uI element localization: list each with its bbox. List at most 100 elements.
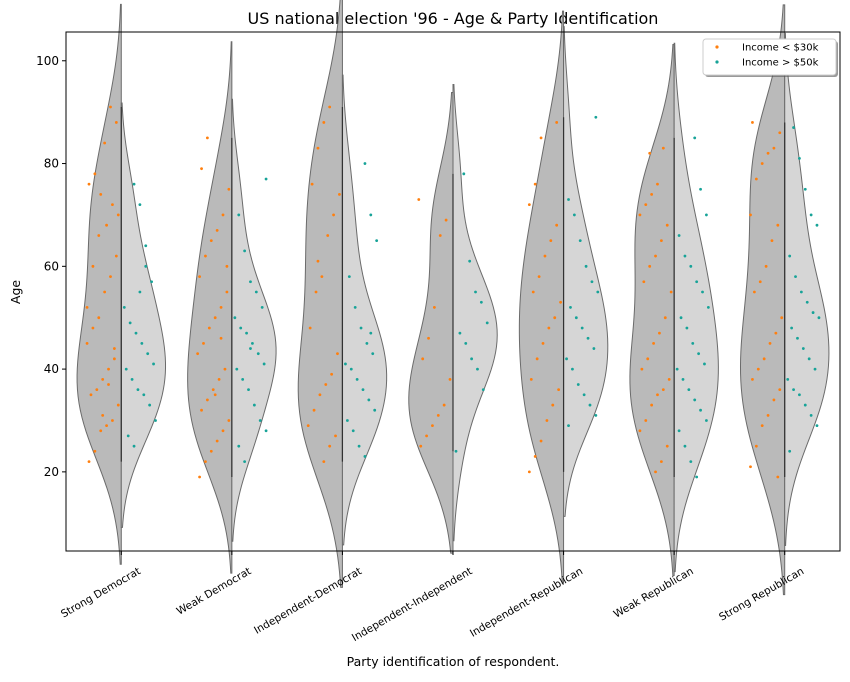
data-point — [367, 398, 371, 402]
data-point — [813, 367, 817, 371]
data-point — [112, 357, 116, 361]
data-point — [685, 326, 689, 330]
data-point — [314, 290, 318, 294]
data-point — [258, 419, 262, 422]
data-point — [101, 377, 105, 381]
data-point — [144, 264, 148, 268]
data-point — [661, 388, 665, 392]
data-point — [659, 239, 663, 243]
data-point — [776, 223, 780, 227]
data-point — [87, 182, 91, 186]
data-point — [539, 136, 543, 140]
data-point — [551, 403, 555, 407]
data-point — [111, 419, 114, 422]
data-point — [310, 182, 314, 186]
data-point — [200, 167, 203, 171]
data-point — [109, 105, 112, 109]
data-point — [584, 264, 588, 268]
data-point — [663, 316, 667, 320]
violin-half — [518, 10, 565, 584]
data-point — [375, 239, 379, 243]
data-point — [138, 290, 142, 294]
data-point — [233, 316, 237, 320]
data-point — [99, 429, 103, 433]
data-point — [344, 362, 347, 366]
data-point — [95, 388, 99, 392]
data-point — [529, 377, 533, 381]
violins — [76, 0, 830, 596]
data-point — [251, 342, 254, 345]
data-point — [751, 377, 754, 381]
data-point — [241, 377, 245, 381]
data-point — [148, 403, 152, 407]
data-point — [760, 162, 764, 165]
data-point — [531, 290, 535, 294]
data-point — [699, 187, 702, 191]
data-point — [574, 316, 578, 320]
data-point — [85, 306, 89, 309]
data-point — [93, 449, 97, 453]
data-point — [693, 136, 697, 140]
data-point — [101, 413, 105, 417]
data-point — [749, 465, 752, 469]
data-point — [200, 408, 203, 412]
data-point — [237, 213, 241, 217]
data-point — [357, 444, 361, 448]
data-point — [772, 146, 776, 150]
data-point — [533, 455, 537, 458]
data-point — [105, 223, 108, 227]
data-point — [766, 413, 770, 417]
data-point — [768, 342, 772, 345]
data-point — [347, 275, 351, 278]
data-point — [97, 316, 101, 320]
violin-half — [739, 4, 786, 596]
data-point — [198, 275, 201, 278]
data-point — [580, 326, 584, 330]
data-point — [262, 362, 266, 366]
data-point — [260, 306, 264, 309]
data-point — [204, 460, 207, 463]
data-point — [801, 347, 805, 350]
data-point — [239, 326, 243, 330]
data-point — [677, 429, 681, 433]
y-tick-label: 20 — [44, 465, 59, 479]
data-point — [555, 121, 559, 124]
data-point — [432, 306, 436, 309]
data-point — [213, 393, 217, 397]
data-point — [322, 121, 326, 124]
violin-half — [341, 74, 388, 546]
data-point — [594, 413, 598, 417]
violin-half — [673, 42, 719, 573]
data-point — [107, 367, 110, 371]
data-point — [811, 311, 815, 314]
data-point — [417, 198, 421, 201]
data-point — [780, 316, 784, 320]
data-point — [111, 203, 114, 207]
data-point — [648, 151, 652, 155]
data-point — [112, 347, 116, 350]
data-point — [571, 367, 574, 371]
data-point — [326, 234, 330, 237]
data-point — [638, 429, 642, 433]
x-tick-label: Weak Democrat — [175, 565, 254, 617]
data-point — [126, 434, 130, 438]
data-point — [89, 393, 93, 397]
data-point — [448, 377, 452, 381]
data-point — [237, 444, 241, 448]
data-point — [659, 460, 663, 463]
data-point — [470, 357, 474, 361]
data-point — [792, 388, 795, 392]
data-point — [103, 141, 107, 145]
data-point — [815, 223, 819, 227]
violin-half — [563, 26, 609, 517]
data-point — [809, 413, 813, 417]
data-point — [130, 377, 134, 381]
data-point — [474, 290, 477, 294]
data-point — [444, 218, 448, 222]
data-point — [557, 388, 561, 392]
data-point — [202, 342, 205, 345]
data-point — [794, 275, 797, 278]
data-point — [687, 388, 691, 392]
violin-half — [76, 3, 122, 565]
